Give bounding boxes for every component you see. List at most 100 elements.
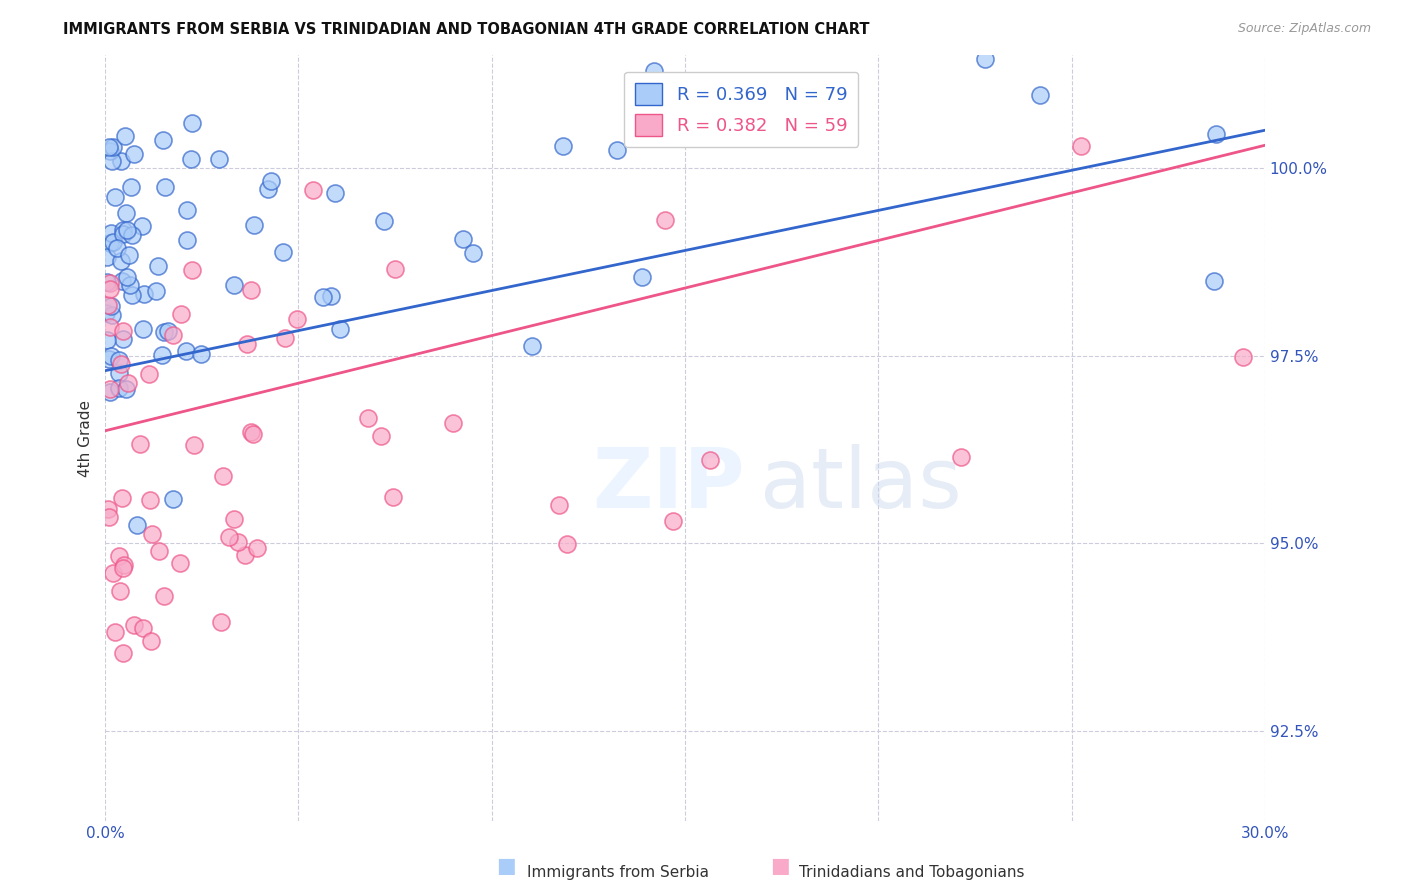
Point xyxy=(212,468,235,483)
Point xyxy=(174,344,197,359)
Point xyxy=(461,246,484,260)
Point xyxy=(108,381,131,395)
Point xyxy=(312,289,335,303)
Point xyxy=(240,425,263,439)
Point xyxy=(170,307,193,321)
Point xyxy=(321,289,343,303)
Point xyxy=(551,139,574,153)
Point xyxy=(138,367,160,381)
Point xyxy=(176,203,198,218)
Point xyxy=(233,548,256,562)
Point xyxy=(110,357,132,371)
Point xyxy=(98,383,121,397)
Point xyxy=(301,183,323,197)
Y-axis label: 4th Grade: 4th Grade xyxy=(79,400,93,477)
Point xyxy=(236,337,259,351)
Point xyxy=(112,324,135,338)
Point xyxy=(153,179,176,194)
Text: atlas: atlas xyxy=(761,444,962,524)
Point xyxy=(145,284,167,298)
Point xyxy=(112,558,135,572)
Point xyxy=(115,206,138,220)
Point xyxy=(1204,274,1226,288)
Point xyxy=(949,450,972,464)
Point xyxy=(176,233,198,247)
Point xyxy=(97,352,120,367)
Point xyxy=(630,269,652,284)
Point xyxy=(108,353,131,368)
Point xyxy=(100,349,122,363)
Point xyxy=(111,491,134,506)
Point xyxy=(98,282,121,296)
Point xyxy=(101,140,124,154)
Point xyxy=(120,180,142,194)
Point xyxy=(260,174,283,188)
Point xyxy=(122,618,145,632)
Point xyxy=(112,560,135,574)
Point xyxy=(180,116,202,130)
Point xyxy=(96,333,118,347)
Point xyxy=(218,530,240,544)
Point xyxy=(148,259,170,273)
Point xyxy=(105,242,128,256)
Point xyxy=(97,510,120,524)
Point xyxy=(606,143,628,157)
Point xyxy=(271,244,294,259)
Point xyxy=(94,306,117,320)
Point xyxy=(132,322,155,336)
Point xyxy=(117,376,139,391)
Point xyxy=(131,219,153,234)
Point xyxy=(382,490,405,504)
Point xyxy=(141,526,163,541)
Point xyxy=(108,366,131,380)
Point xyxy=(98,139,121,153)
Point xyxy=(1029,87,1052,102)
Point xyxy=(112,222,135,236)
Point xyxy=(101,566,124,580)
Point xyxy=(190,346,212,360)
Point xyxy=(243,218,266,232)
Point xyxy=(104,190,127,204)
Point xyxy=(180,152,202,166)
Point xyxy=(1070,138,1092,153)
Point xyxy=(98,385,121,400)
Point xyxy=(520,339,543,353)
Point xyxy=(100,299,122,313)
Point xyxy=(148,544,170,558)
Point xyxy=(115,382,138,396)
Point xyxy=(325,186,347,200)
Text: ■: ■ xyxy=(496,856,516,876)
Point xyxy=(181,263,204,277)
Point xyxy=(104,625,127,640)
Point xyxy=(124,146,146,161)
Point xyxy=(115,223,138,237)
Point xyxy=(654,212,676,227)
Point xyxy=(100,235,122,250)
Point xyxy=(226,535,249,549)
Point xyxy=(451,232,474,246)
Point xyxy=(370,429,392,443)
Text: ■: ■ xyxy=(770,856,790,876)
Point xyxy=(153,589,176,603)
Point xyxy=(770,75,793,89)
Point xyxy=(274,331,297,345)
Point xyxy=(141,634,163,648)
Point xyxy=(129,437,152,451)
Point xyxy=(139,493,162,508)
Point xyxy=(169,557,191,571)
Point xyxy=(547,498,569,512)
Text: Trinidadians and Tobagonians: Trinidadians and Tobagonians xyxy=(799,865,1024,880)
Point xyxy=(117,269,139,284)
Point xyxy=(329,322,352,336)
Point xyxy=(114,128,136,143)
Point xyxy=(207,152,229,166)
Point xyxy=(662,514,685,528)
Point xyxy=(103,235,125,249)
Point xyxy=(974,52,997,66)
Point xyxy=(111,274,134,288)
Point xyxy=(285,311,308,326)
Point xyxy=(110,253,132,268)
Point xyxy=(441,416,464,430)
Legend: R = 0.369   N = 79, R = 0.382   N = 59: R = 0.369 N = 79, R = 0.382 N = 59 xyxy=(624,72,858,146)
Point xyxy=(98,144,121,158)
